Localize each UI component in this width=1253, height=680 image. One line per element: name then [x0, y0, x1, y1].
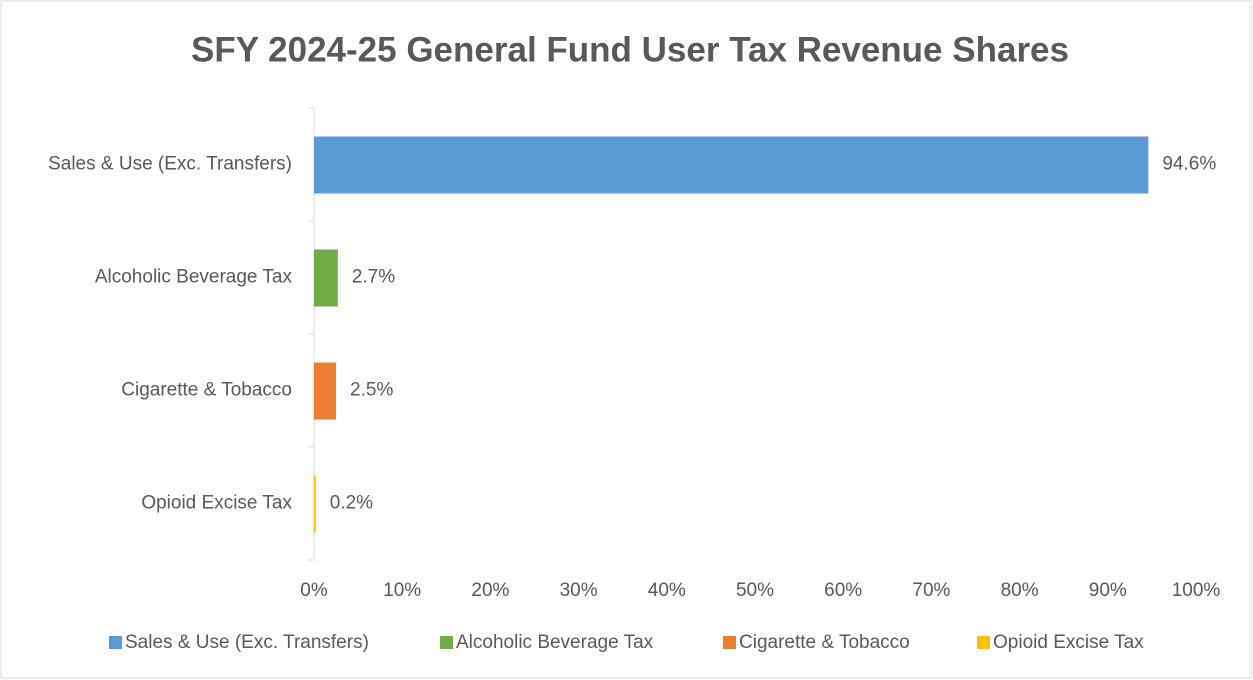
data-label: 94.6% — [1162, 154, 1216, 175]
bar — [314, 362, 337, 420]
data-label: 0.2% — [330, 493, 373, 514]
x-tick-label: 90% — [1089, 580, 1127, 601]
legend-swatch — [977, 636, 990, 649]
x-tick-label: 60% — [824, 580, 862, 601]
x-tick-label: 70% — [912, 580, 950, 601]
x-tick-label: 80% — [1001, 580, 1039, 601]
legend-label: Alcoholic Beverage Tax — [456, 632, 654, 653]
y-tick-label: Sales & Use (Exc. Transfers) — [48, 154, 292, 175]
x-tick-label: 10% — [383, 580, 421, 601]
legend-label: Opioid Excise Tax — [993, 632, 1144, 653]
legend-label: Sales & Use (Exc. Transfers) — [125, 632, 369, 653]
x-tick-label: 30% — [560, 580, 598, 601]
data-label: 2.5% — [350, 380, 393, 401]
legend-label: Cigarette & Tobacco — [739, 632, 910, 653]
x-tick-label: 0% — [300, 580, 328, 601]
x-tick-label: 50% — [736, 580, 774, 601]
chart-title: SFY 2024-25 General Fund User Tax Revenu… — [191, 30, 1069, 69]
x-tick-label: 100% — [1172, 580, 1221, 601]
y-tick-label: Cigarette & Tobacco — [121, 380, 292, 401]
x-tick-label: 20% — [471, 580, 509, 601]
x-tick-label: 40% — [648, 580, 686, 601]
y-tick-label: Opioid Excise Tax — [141, 493, 292, 514]
bar — [314, 475, 316, 533]
legend-swatch — [109, 636, 122, 649]
data-label: 2.7% — [352, 267, 395, 288]
bar — [314, 249, 338, 307]
bar — [314, 136, 1149, 194]
y-tick-label: Alcoholic Beverage Tax — [95, 267, 293, 288]
legend-swatch — [723, 636, 736, 649]
legend-swatch — [440, 636, 453, 649]
